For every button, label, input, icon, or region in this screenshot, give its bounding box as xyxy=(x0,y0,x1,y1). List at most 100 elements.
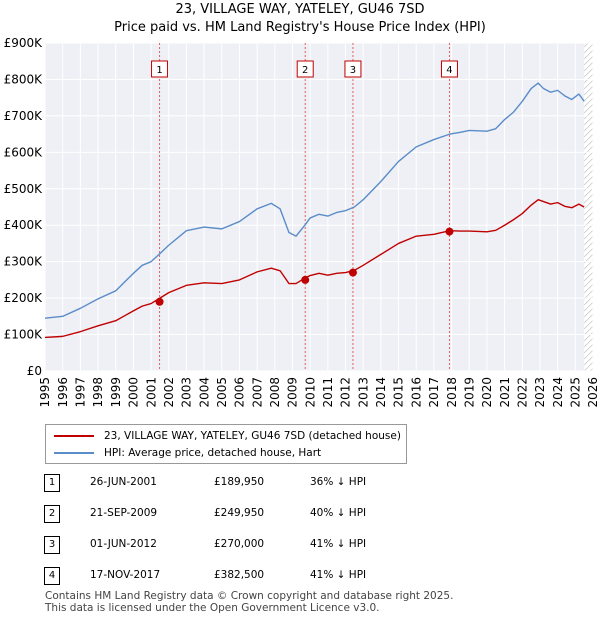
forecast-hatch xyxy=(584,313,594,324)
forecast-hatch xyxy=(589,367,594,371)
x-tick-label: 2013 xyxy=(356,377,370,408)
forecast-hatch xyxy=(584,229,594,240)
x-tick-label: 2001 xyxy=(144,377,158,408)
sale-number-box xyxy=(440,60,458,78)
y-tick-label: £600K xyxy=(4,145,44,159)
sale-number-label: 4 xyxy=(446,65,452,76)
x-tick-label: 2002 xyxy=(162,377,176,408)
chart-subtitle: Price paid vs. HM Land Registry's House … xyxy=(114,20,486,35)
forecast-hatch xyxy=(584,97,594,108)
forecast-hatch xyxy=(584,307,594,318)
forecast-hatch xyxy=(584,175,594,186)
forecast-hatch xyxy=(584,205,594,216)
sale-point xyxy=(155,297,164,306)
forecast-hatch xyxy=(584,319,594,330)
legend-item-hpi: HPI: Average price, detached house, Hart xyxy=(54,445,321,461)
forecast-hatch xyxy=(584,20,593,29)
forecast-hatch xyxy=(584,115,594,126)
forecast-hatch xyxy=(584,235,594,246)
sale-number-box xyxy=(151,60,169,78)
forecast-hatch xyxy=(584,67,594,78)
transaction-number: 3 xyxy=(44,536,60,554)
chart-title: 23, VILLAGE WAY, YATELEY, GU46 7SD xyxy=(175,2,425,17)
forecast-hatch xyxy=(584,32,593,41)
sale-point xyxy=(348,268,357,277)
x-tick-label: 1996 xyxy=(56,377,70,408)
x-tick-label: 2007 xyxy=(250,377,264,408)
price-chart: £0 £100K £200K £300K £400K £500K £600K £700K £80… xyxy=(4,14,600,408)
x-tick-label: 2024 xyxy=(551,377,565,408)
forecast-hatch xyxy=(584,211,594,222)
forecast-hatch xyxy=(584,247,594,258)
forecast-hatch xyxy=(584,193,594,204)
forecast-hatch xyxy=(584,14,593,23)
sale-number-box xyxy=(296,60,314,78)
sale-number-label: 1 xyxy=(156,65,162,76)
forecast-hatch xyxy=(584,277,594,288)
x-tick-label: 2022 xyxy=(515,377,529,408)
forecast-hatch xyxy=(584,55,594,66)
sale-point xyxy=(301,275,310,284)
forecast-hatch xyxy=(584,355,594,366)
forecast-hatch xyxy=(584,103,594,114)
sale-number-label: 2 xyxy=(302,65,308,76)
x-tick-label: 2011 xyxy=(321,377,335,408)
forecast-hatch xyxy=(584,109,594,120)
forecast-hatch xyxy=(584,133,594,144)
y-tick-label: £0 xyxy=(27,364,42,378)
x-tick-label: 2017 xyxy=(427,377,441,408)
forecast-hatch xyxy=(584,349,594,360)
transaction-price: £382,500 xyxy=(214,569,265,581)
sale-number-label: 3 xyxy=(350,65,356,76)
x-tick-label: 2006 xyxy=(233,377,247,408)
y-tick-label: £300K xyxy=(4,255,44,269)
x-tick-label: 2023 xyxy=(533,377,547,408)
forecast-hatch xyxy=(584,325,594,336)
forecast-hatch xyxy=(584,49,594,60)
x-tick-label: 2004 xyxy=(197,377,211,408)
x-tick-label: 2015 xyxy=(392,377,406,408)
forecast-hatch xyxy=(584,151,594,162)
x-tick-label: 2014 xyxy=(374,377,388,408)
forecast-hatch xyxy=(584,79,594,90)
transaction-price: £270,000 xyxy=(214,538,265,550)
transaction-number: 1 xyxy=(44,474,60,492)
forecast-hatch xyxy=(584,139,594,150)
transaction-date: 17-NOV-2017 xyxy=(90,569,161,581)
transaction-hpi-diff: 36% ↓ HPI xyxy=(310,476,367,488)
forecast-hatch xyxy=(584,361,594,371)
transaction-number: 4 xyxy=(44,567,60,585)
forecast-hatch xyxy=(584,85,594,96)
x-tick-label: 2008 xyxy=(268,377,282,408)
legend-swatch-hpi xyxy=(54,452,94,454)
x-tick-label: 2012 xyxy=(339,377,353,408)
x-tick-label: 2021 xyxy=(498,377,512,408)
y-tick-label: £400K xyxy=(4,218,44,232)
y-tick-label: £100K xyxy=(4,328,44,342)
x-tick-label: 2009 xyxy=(286,377,300,408)
transaction-date: 21-SEP-2009 xyxy=(90,507,158,519)
x-tick-label: 2018 xyxy=(445,377,459,408)
forecast-hatch xyxy=(584,199,594,210)
forecast-region xyxy=(584,43,593,371)
forecast-hatch xyxy=(584,121,594,132)
transaction-hpi-diff: 40% ↓ HPI xyxy=(310,507,367,519)
footer-copyright: Contains HM Land Registry data © Crown c… xyxy=(45,590,454,602)
forecast-hatch xyxy=(584,43,589,48)
x-tick-label: 2010 xyxy=(303,377,317,408)
forecast-hatch xyxy=(584,61,594,72)
forecast-hatch xyxy=(584,331,594,342)
y-tick-label: £200K xyxy=(4,291,44,305)
y-tick-label: £500K xyxy=(4,182,44,196)
hpi-line xyxy=(44,82,585,319)
x-tick-label: 2000 xyxy=(127,377,141,408)
forecast-hatch xyxy=(584,169,594,180)
forecast-hatch xyxy=(584,343,594,354)
forecast-hatch xyxy=(584,187,594,198)
plot-area xyxy=(45,43,593,371)
x-tick-label: 2016 xyxy=(409,377,423,408)
x-tick-label: 1999 xyxy=(109,377,123,408)
transaction-date: 01-JUN-2012 xyxy=(90,538,157,550)
x-tick-label: 2020 xyxy=(480,377,494,408)
sale-point xyxy=(445,227,454,236)
